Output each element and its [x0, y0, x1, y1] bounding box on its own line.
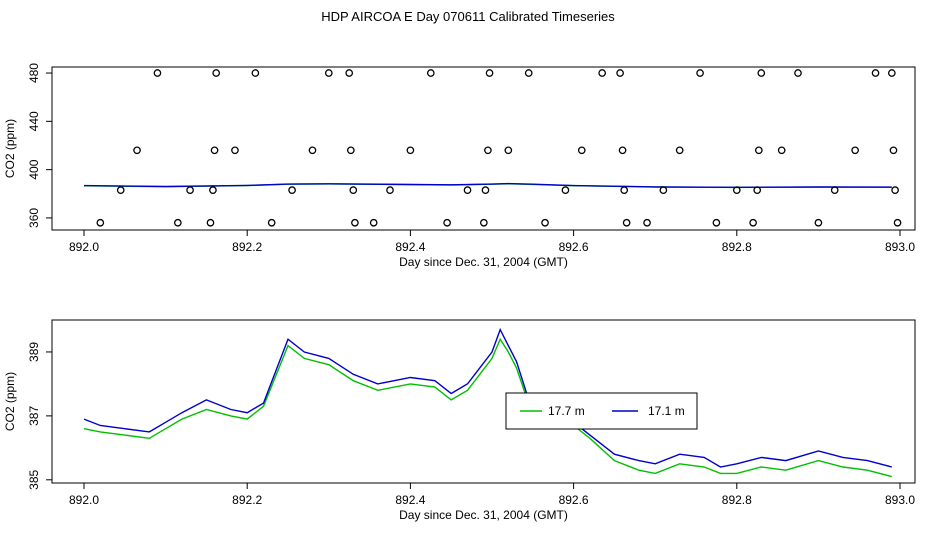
y-tick-label: 480 — [27, 63, 41, 83]
data-point — [732, 186, 741, 195]
plot-frame-2 — [51, 319, 916, 484]
data-point — [210, 146, 219, 155]
data-point — [618, 146, 627, 155]
x-axis-label: Day since Dec. 31, 2004 (GMT) — [399, 255, 568, 269]
data-point — [406, 146, 415, 155]
data-point — [598, 69, 607, 77]
x-tick-label: 893.0 — [885, 493, 915, 507]
chart-title: HDP AIRCOA E Day 070611 Calibrated Times… — [321, 9, 615, 24]
data-point — [887, 69, 896, 77]
data-point — [620, 186, 629, 195]
data-point — [324, 69, 333, 77]
data-point — [749, 218, 757, 227]
data-point — [267, 218, 276, 227]
y-tick-label: 387 — [27, 406, 41, 426]
x-tick-label: 892.4 — [395, 493, 425, 507]
x-tick-label: 892.6 — [559, 240, 589, 254]
data-point — [794, 69, 802, 77]
data-point — [463, 186, 472, 195]
data-point — [96, 218, 105, 227]
data-point — [186, 186, 194, 195]
x-tick-label: 892.8 — [722, 240, 752, 254]
data-point — [777, 146, 786, 155]
plot-frame-1 — [51, 66, 916, 231]
series-line-17.1 m — [83, 327, 892, 468]
data-point — [288, 186, 296, 195]
data-point — [173, 218, 182, 227]
data-point — [643, 218, 651, 227]
data-point — [851, 146, 859, 155]
data-point — [308, 146, 317, 155]
x-tick-label: 892.8 — [722, 493, 752, 507]
legend-label: 17.1 m — [648, 404, 685, 418]
data-point — [541, 218, 549, 227]
y-tick-label: 389 — [27, 342, 41, 362]
data-point — [561, 186, 570, 195]
data-point — [345, 69, 354, 77]
data-point — [871, 69, 880, 77]
data-point — [386, 186, 394, 195]
y-tick-label: 360 — [27, 208, 41, 228]
data-point — [209, 186, 217, 195]
y-axis-label: CO2 (ppm) — [3, 119, 17, 178]
data-point — [577, 146, 586, 155]
data-point — [153, 69, 162, 77]
data-point — [504, 146, 513, 155]
data-point — [814, 218, 823, 227]
data-point — [712, 218, 721, 227]
data-point — [369, 218, 378, 227]
series-line-17.7 m — [83, 337, 892, 478]
data-point — [616, 69, 624, 77]
data-point — [675, 146, 684, 155]
x-tick-label: 892.4 — [395, 240, 425, 254]
data-point — [251, 69, 260, 77]
data-point — [622, 218, 631, 227]
y-tick-label: 400 — [27, 159, 41, 179]
data-point — [524, 69, 533, 77]
data-point — [346, 146, 355, 155]
data-point — [426, 69, 435, 77]
data-point — [757, 69, 766, 77]
data-point — [830, 186, 839, 195]
data-point — [753, 186, 762, 195]
data-point — [485, 69, 494, 77]
data-point — [696, 69, 704, 77]
data-point — [206, 218, 215, 227]
x-tick-label: 893.0 — [885, 240, 915, 254]
data-point — [212, 69, 221, 77]
data-point — [443, 218, 451, 227]
y-axis-label: CO2 (ppm) — [3, 372, 17, 431]
data-point — [116, 186, 125, 195]
data-point — [659, 186, 668, 195]
x-axis-label: Day since Dec. 31, 2004 (GMT) — [399, 508, 568, 522]
data-point — [481, 186, 490, 195]
data-point — [484, 146, 492, 155]
data-point — [231, 146, 239, 155]
data-point — [754, 146, 763, 155]
x-tick-label: 892.0 — [69, 493, 99, 507]
data-point — [349, 186, 358, 195]
legend-label: 17.7 m — [548, 404, 585, 418]
data-point — [479, 218, 488, 227]
data-point — [351, 218, 359, 227]
x-tick-label: 892.2 — [232, 240, 262, 254]
x-tick-label: 892.0 — [69, 240, 99, 254]
x-tick-label: 892.2 — [232, 493, 262, 507]
data-point — [889, 146, 898, 155]
data-point — [133, 146, 141, 155]
data-point — [893, 218, 902, 227]
y-tick-label: 440 — [27, 111, 41, 131]
series-line-2 — [83, 182, 892, 189]
x-tick-label: 892.6 — [559, 493, 589, 507]
data-point — [891, 186, 899, 195]
y-tick-label: 385 — [27, 469, 41, 489]
